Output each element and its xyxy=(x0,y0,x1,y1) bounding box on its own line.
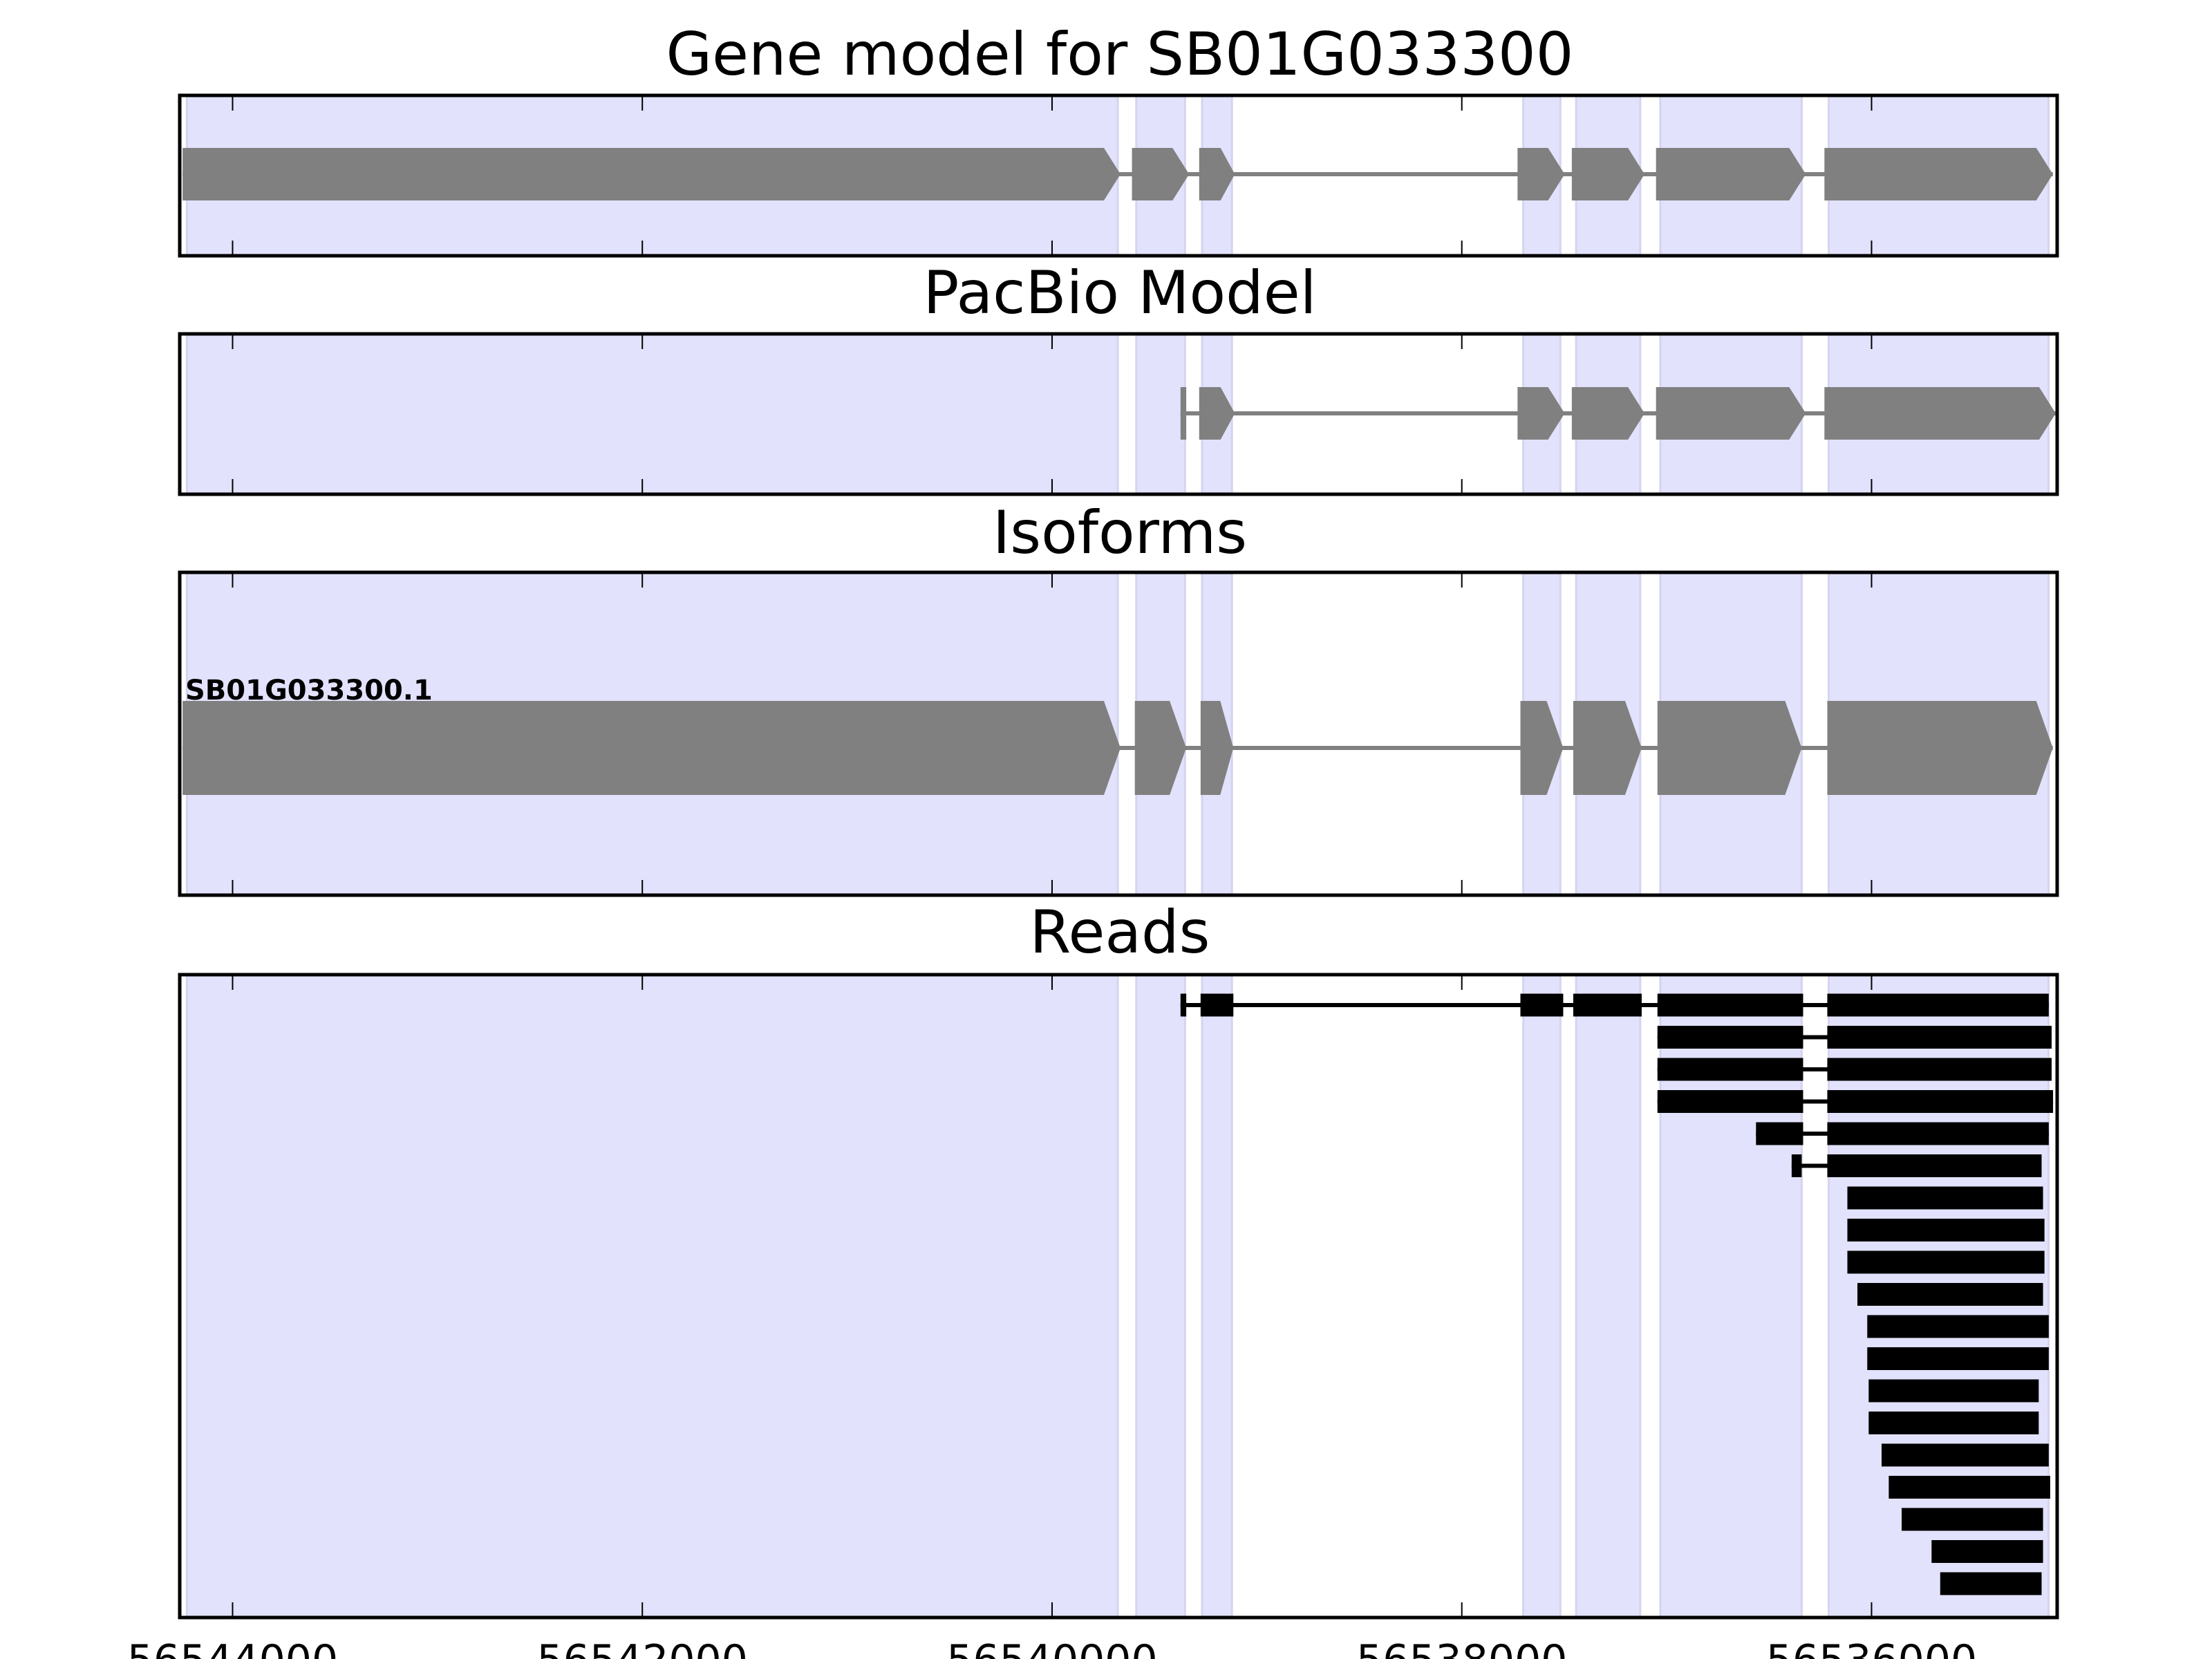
exon-arrow xyxy=(1824,387,2056,440)
read-18 xyxy=(1931,1540,2043,1563)
exon-arrow xyxy=(1656,387,1806,440)
exon-arrow xyxy=(182,148,1121,200)
exon-arrow xyxy=(1517,387,1565,440)
read-block xyxy=(1180,993,1187,1017)
read-block xyxy=(1827,1058,2052,1081)
read-block xyxy=(1888,1476,2050,1499)
panel-isoform xyxy=(178,570,2059,897)
x-tick-label: 56540000 xyxy=(946,1636,1157,1659)
read-9 xyxy=(1847,1250,2045,1274)
read-block xyxy=(1882,1443,2049,1467)
read-block xyxy=(1756,1122,1803,1145)
read-block xyxy=(1867,1347,2049,1370)
exon-arrow xyxy=(1827,701,2053,795)
exon-arrow xyxy=(1657,701,1802,795)
shaded-exon-region xyxy=(1135,332,1186,496)
read-block xyxy=(1520,993,1564,1017)
read-15 xyxy=(1882,1443,2049,1467)
x-tick-label: 56538000 xyxy=(1356,1636,1567,1659)
read-block xyxy=(1857,1283,2043,1306)
shaded-exon-region xyxy=(1135,973,1186,1619)
exon-arrow xyxy=(1571,148,1645,200)
exon-arrow xyxy=(1571,387,1645,440)
read-8 xyxy=(1847,1219,2045,1241)
read-14 xyxy=(1868,1412,2039,1434)
read-11 xyxy=(1867,1315,2049,1338)
x-tick-label: 56542000 xyxy=(537,1636,748,1659)
read-block xyxy=(1847,1250,2045,1274)
panel-title-reads: Reads xyxy=(1030,898,1210,967)
shaded-exon-region xyxy=(1201,973,1233,1619)
read-block xyxy=(1827,993,2049,1017)
read-block xyxy=(1940,1572,2042,1595)
read-block xyxy=(1847,1219,2045,1241)
exon-arrow xyxy=(1517,148,1565,200)
exon-arrow xyxy=(1520,701,1564,795)
shaded-exon-region xyxy=(185,973,1119,1619)
axes-frame xyxy=(178,570,2059,897)
shaded-exon-region xyxy=(185,332,1119,496)
panel-reads xyxy=(178,973,2059,1620)
axes-frame xyxy=(178,93,2059,258)
read-block xyxy=(1657,1058,1803,1081)
read-block xyxy=(1868,1379,2039,1403)
exon-arrow xyxy=(1824,148,2053,200)
panel-title-pacbio: PacBio Model xyxy=(923,259,1316,328)
axes-frame xyxy=(178,973,2059,1620)
read-1 xyxy=(1180,993,2049,1017)
shaded-exon-region xyxy=(1522,973,1562,1619)
read-10 xyxy=(1857,1283,2043,1306)
panel-model xyxy=(178,332,2059,496)
read-7 xyxy=(1847,1186,2043,1210)
read-block xyxy=(1827,1026,2052,1049)
read-block xyxy=(1867,1315,2049,1338)
exon-arrow xyxy=(1132,148,1190,200)
read-block xyxy=(1657,993,1803,1017)
read-3 xyxy=(1657,1058,2052,1081)
shaded-exon-region xyxy=(1575,973,1642,1619)
exon-arrow xyxy=(1200,701,1234,795)
read-block xyxy=(1200,993,1234,1017)
panel-title-gene-model: Gene model for SB01G033300 xyxy=(666,20,1574,89)
read-5 xyxy=(1756,1122,2049,1145)
exon-arrow xyxy=(1134,701,1187,795)
panel-model xyxy=(178,93,2059,258)
read-block xyxy=(1827,1090,2054,1113)
axes-frame xyxy=(178,332,2059,496)
read-block xyxy=(1847,1186,2043,1210)
read-block xyxy=(1827,1122,2049,1145)
read-19 xyxy=(1940,1572,2042,1595)
read-block xyxy=(1657,1090,1803,1113)
read-block xyxy=(1791,1154,1802,1177)
shaded-exon-region xyxy=(1659,973,1803,1619)
read-block xyxy=(1827,1154,2042,1177)
read-block xyxy=(1657,1026,1803,1049)
read-6 xyxy=(1791,1154,2042,1177)
exon-arrow xyxy=(182,701,1121,795)
exon-arrow xyxy=(1199,148,1235,200)
read-block xyxy=(1573,993,1642,1017)
read-12 xyxy=(1867,1347,2049,1370)
read-block xyxy=(1931,1540,2043,1563)
read-2 xyxy=(1657,1026,2052,1049)
panel-title-isoforms: Isoforms xyxy=(993,498,1247,568)
read-block xyxy=(1902,1508,2043,1531)
exon-arrow xyxy=(1199,387,1235,440)
exon-arrow xyxy=(1573,701,1642,795)
x-tick-label: 56544000 xyxy=(127,1636,338,1659)
read-block xyxy=(1868,1412,2039,1434)
read-17 xyxy=(1902,1508,2043,1531)
x-tick-label: 56536000 xyxy=(1766,1636,1977,1659)
read-4 xyxy=(1657,1090,2054,1113)
read-13 xyxy=(1868,1379,2039,1403)
read-16 xyxy=(1888,1476,2050,1499)
exon-arrow xyxy=(1656,148,1806,200)
isoform-label: SB01G033300.1 xyxy=(185,675,433,706)
exon-stub xyxy=(1180,387,1187,440)
